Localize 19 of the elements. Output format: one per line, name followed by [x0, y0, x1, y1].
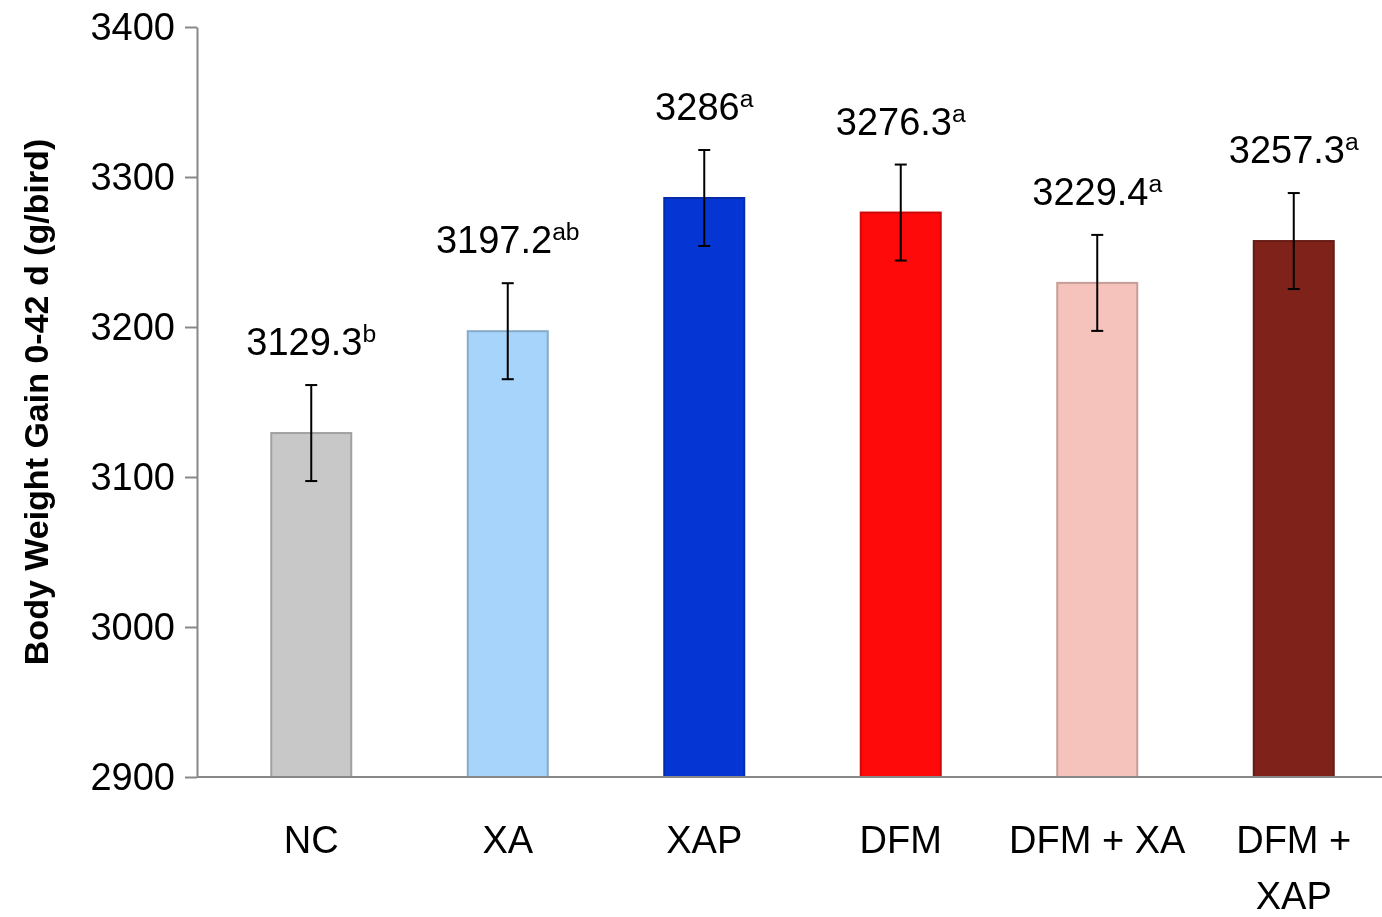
data-label: 3257.3$^{a}$ [1228, 127, 1359, 172]
data-label: 3129.3$^{b}$ [246, 319, 377, 364]
data-label: 3229.4$^{a}$ [1032, 169, 1163, 213]
x-tick-label: DFM [859, 819, 942, 861]
x-tick-label: XA [482, 819, 534, 861]
y-tick-label: 3400 [90, 5, 175, 48]
data-label: 3276.3$^{a}$ [835, 99, 966, 143]
x-tick-label: NC [283, 819, 339, 861]
data-label: 3197.2$^{ab}$ [435, 217, 580, 262]
y-tick-label: 3000 [90, 605, 175, 648]
y-tick-label: 3100 [90, 455, 175, 498]
x-tick-label: DFM + XA [1009, 819, 1187, 861]
data-label: 3286$^{a}$ [655, 84, 754, 128]
x-tick-label: XAP [666, 819, 743, 861]
x-tick-label: DFM + XAP [1236, 819, 1352, 917]
y-axis-title: Body Weight Gain 0-42 d (g/bird) [17, 138, 55, 666]
y-tick-label: 3300 [90, 155, 175, 198]
y-tick-label: 2900 [90, 755, 175, 798]
y-tick-label: 3200 [90, 305, 175, 348]
